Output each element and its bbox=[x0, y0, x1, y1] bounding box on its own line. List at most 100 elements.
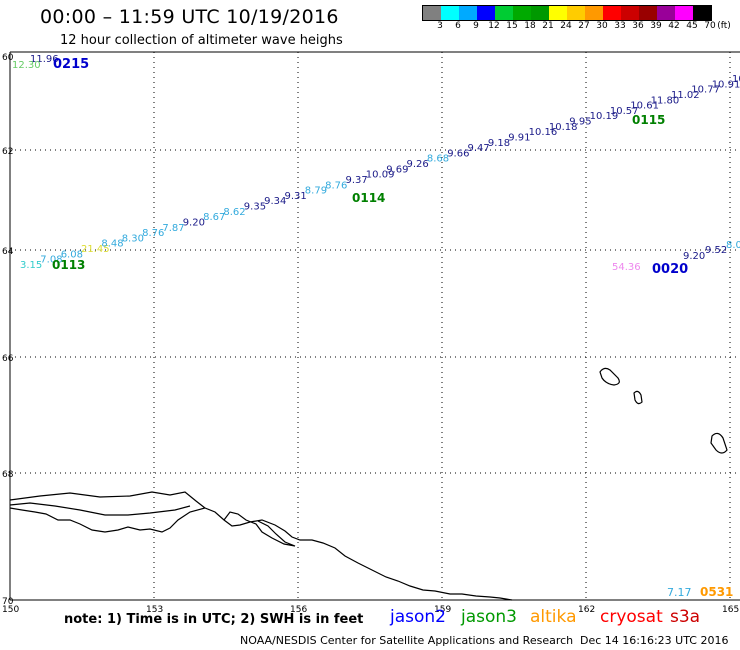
track-value-label: 9.91 bbox=[508, 133, 530, 144]
graticule bbox=[10, 52, 740, 600]
mission-label: cryosat bbox=[600, 607, 663, 627]
value-label: 11.96 bbox=[30, 54, 59, 65]
color-scale-ticks: 3 6 9 12 15 18 21 24 27 30 33 36 39 42 45 70 (ft) bbox=[422, 21, 740, 33]
pass-time-label: 0020 bbox=[652, 262, 688, 277]
color-scale-legend bbox=[422, 5, 712, 21]
track-value-label: 10.16 bbox=[529, 127, 558, 138]
legend-swatch bbox=[621, 6, 639, 20]
mission-cryosat: cryosat bbox=[600, 607, 663, 627]
track-value-label: 11.02 bbox=[671, 90, 700, 101]
value-label: 9.20 bbox=[683, 251, 705, 262]
track-value-label: 8.79 bbox=[305, 186, 327, 197]
lon-tick: 162 bbox=[578, 605, 595, 615]
island bbox=[599, 367, 620, 386]
other-map-labels: 11.96 12.30 0215 54.36 0020 9.20 9.52 8.… bbox=[12, 54, 740, 599]
pass-time-label: 0215 bbox=[53, 57, 89, 72]
lat-tick: 62 bbox=[2, 147, 13, 157]
coastline bbox=[9, 491, 513, 601]
pass-time-label: 0113 bbox=[52, 258, 85, 272]
track-value-label: 6.08 bbox=[61, 249, 83, 260]
lon-tick: 165 bbox=[722, 605, 739, 615]
legend-tick: 24 bbox=[560, 21, 572, 31]
track-value-label: 9.35 bbox=[244, 202, 266, 213]
track-value-label: 21.45 bbox=[81, 244, 110, 255]
lon-tick: 159 bbox=[434, 605, 451, 615]
legend-tick: 39 bbox=[650, 21, 662, 31]
island bbox=[633, 390, 643, 405]
track-value-label: 10.91 bbox=[712, 79, 740, 90]
lat-tick: 66 bbox=[2, 354, 14, 364]
mission-label: s3a bbox=[670, 607, 701, 627]
legend-swatch bbox=[423, 6, 441, 20]
track-value-label: 9.26 bbox=[407, 159, 429, 170]
track-value-label: 9.31 bbox=[285, 191, 307, 202]
mission-altika: altika bbox=[530, 607, 577, 627]
mission-label: jason2 bbox=[390, 607, 446, 627]
pass-time-label: 0115 bbox=[632, 113, 665, 127]
legend-tick: 18 bbox=[524, 21, 536, 31]
lat-tick: 70 bbox=[2, 597, 14, 607]
track-value-labels: 3.157.086.0821.458.488.308.767.879.208.6… bbox=[20, 74, 740, 271]
legend-tick: 30 bbox=[596, 21, 608, 31]
track-value-label: 10.61 bbox=[630, 101, 659, 112]
track-value-label: 9.18 bbox=[488, 138, 510, 149]
legend-tick: 33 bbox=[614, 21, 626, 31]
track-value-label: 10.19 bbox=[590, 111, 619, 122]
legend-tick: 45 bbox=[686, 21, 698, 31]
legend-swatch bbox=[495, 6, 513, 20]
legend-tick: 27 bbox=[578, 21, 590, 31]
legend-swatch bbox=[477, 6, 495, 20]
track-value-label: 8.30 bbox=[122, 233, 144, 244]
mission-jason3: jason3 bbox=[461, 607, 517, 627]
legend-tick: (ft) bbox=[717, 21, 731, 31]
legend-swatch bbox=[441, 6, 459, 20]
track-value-label: 11.80 bbox=[651, 95, 680, 106]
lat-tick: 60 bbox=[2, 53, 14, 63]
legend-swatch bbox=[657, 6, 675, 20]
legend-tick: 3 bbox=[437, 21, 443, 31]
legend-tick: 21 bbox=[542, 21, 554, 31]
legend-swatch bbox=[639, 6, 657, 20]
legend-tick: 12 bbox=[488, 21, 500, 31]
track-value-label: 8.62 bbox=[223, 207, 245, 218]
track-value-label: 10.77 bbox=[691, 85, 720, 96]
value-label: 8.0 bbox=[726, 240, 740, 251]
track-value-label: 8.76 bbox=[325, 180, 347, 191]
latitude-tick-labels: 60 62 64 66 68 70 bbox=[2, 53, 14, 607]
pass-time-label: 0531 bbox=[700, 585, 733, 599]
track-value-label: 8.48 bbox=[101, 239, 123, 250]
track-value-label: 7.87 bbox=[162, 223, 184, 234]
track-value-label: 9.47 bbox=[468, 143, 490, 154]
lon-tick: 153 bbox=[146, 605, 163, 615]
legend-tick: 6 bbox=[455, 21, 461, 31]
track-value-label: 3.15 bbox=[20, 260, 42, 271]
track-value-label: 10.09 bbox=[366, 170, 395, 181]
legend-swatch bbox=[459, 6, 477, 20]
track-value-label: 10.18 bbox=[549, 122, 578, 133]
value-label: 12.30 bbox=[12, 60, 41, 71]
value-label: 9.52 bbox=[705, 245, 727, 256]
pass-time-labels: 0113 0114 0115 bbox=[52, 113, 665, 272]
track-value-label: 8.76 bbox=[142, 228, 164, 239]
mission-label: altika bbox=[530, 607, 577, 627]
island bbox=[710, 432, 728, 454]
legend-swatch bbox=[531, 6, 549, 20]
track-value-label: 10.57 bbox=[610, 106, 639, 117]
lon-tick: 156 bbox=[290, 605, 307, 615]
value-label: 54.36 bbox=[612, 262, 641, 273]
track-value-label: 9.34 bbox=[264, 196, 286, 207]
track-value-label: 10.10 bbox=[732, 74, 740, 85]
longitude-tick-labels: 150 153 156 159 162 165 bbox=[2, 605, 739, 615]
legend-swatch bbox=[675, 6, 693, 20]
legend-swatch bbox=[585, 6, 603, 20]
track-value-label: 8.67 bbox=[203, 212, 225, 223]
track-value-label: 9.20 bbox=[183, 218, 205, 229]
track-value-label: 8.68 bbox=[427, 154, 449, 165]
track-value-label: 9.37 bbox=[346, 175, 368, 186]
value-label: 7.17 bbox=[667, 586, 692, 599]
track-value-label: 9.66 bbox=[447, 148, 469, 159]
legend-swatch bbox=[567, 6, 585, 20]
legend-tick: 70 bbox=[704, 21, 716, 31]
mission-jason2: jason2 bbox=[390, 607, 446, 627]
